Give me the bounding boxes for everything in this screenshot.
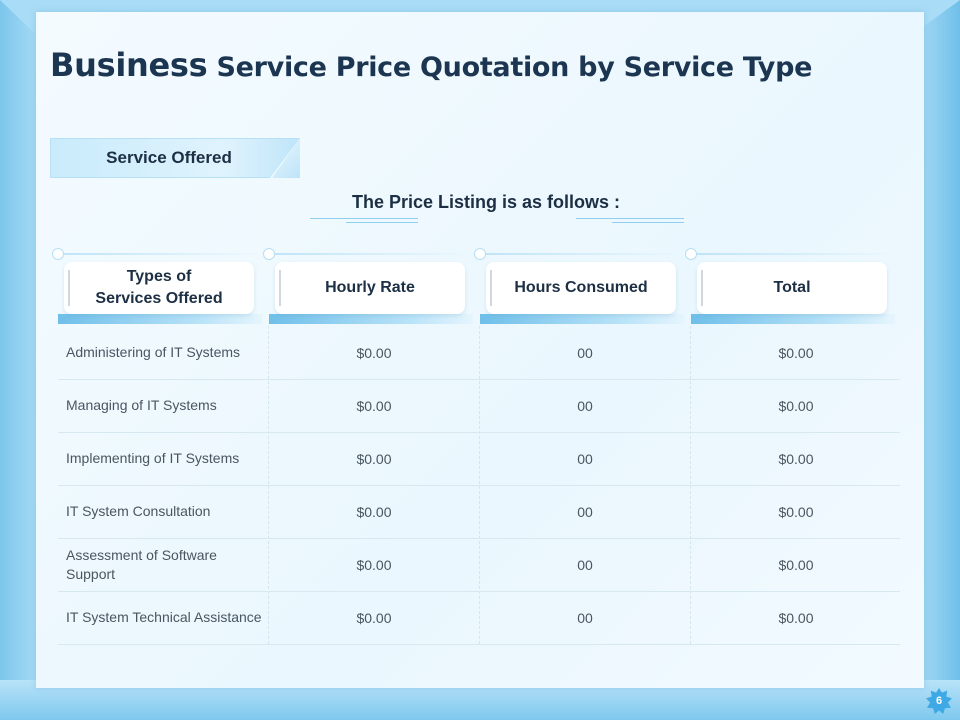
header-dot-icon [52,248,64,260]
table-row: Administering of IT Systems $0.00 00 $0.… [58,326,900,380]
table-row: IT System Consultation $0.00 00 $0.00 [58,485,900,539]
header-types-label: Types of Services Offered [64,262,254,314]
header-accent-bar [691,314,895,324]
service-name-cell: IT System Consultation [66,503,211,519]
service-name-cell: Assessment of Software Support [66,546,217,582]
hourly-rate-cell: $0.00 [356,503,392,520]
header-accent-bar [480,314,684,324]
hours-consumed-cell: 00 [577,609,593,626]
table-header-types: Types of Services Offered [52,248,264,324]
header-top-line [60,253,264,255]
header-hourly-rate-label: Hourly Rate [275,262,465,314]
hours-consumed-cell: 00 [577,556,593,573]
table-header-hours-consumed: Hours Consumed [474,248,686,324]
page-number: 6 [935,695,943,707]
header-types-text: Types of Services Offered [95,268,223,307]
total-cell: $0.00 [778,344,814,361]
hourly-rate-cell: $0.00 [356,450,392,467]
table-row: IT System Technical Assistance $0.00 00 … [58,591,900,645]
title-first-word: Business [50,46,208,84]
hourly-rate-cell: $0.00 [356,344,392,361]
hours-consumed-cell: 00 [577,344,593,361]
total-cell: $0.00 [778,397,814,414]
subtitle-underline-right [576,218,684,219]
slide-canvas: Business Service Price Quotation by Serv… [36,12,924,688]
hours-consumed-cell: 00 [577,503,593,520]
header-total-label: Total [697,262,887,314]
total-cell: $0.00 [778,609,814,626]
hours-consumed-cell: 00 [577,397,593,414]
header-accent-bar [269,314,473,324]
hourly-rate-cell: $0.00 [356,397,392,414]
header-dot-icon [685,248,697,260]
header-top-line [693,253,897,255]
header-top-line [482,253,686,255]
table-row: Assessment of Software Support $0.00 00 … [58,538,900,592]
service-name-cell: Implementing of IT Systems [66,450,240,466]
table-header-hourly-rate: Hourly Rate [263,248,475,324]
price-listing-subtitle: The Price Listing is as follows : [351,192,621,212]
total-cell: $0.00 [778,556,814,573]
hourly-rate-cell: $0.00 [356,556,392,573]
header-dot-icon [263,248,275,260]
header-dot-icon [474,248,486,260]
header-accent-bar [58,314,262,324]
table-header-total: Total [685,248,897,324]
title-rest: Service Price Quotation by Service Type [207,52,813,83]
total-cell: $0.00 [778,503,814,520]
header-hours-consumed-label: Hours Consumed [486,262,676,314]
service-offered-tag: Service Offered [50,138,300,178]
subtitle-underline-right-2 [612,222,684,223]
service-name-cell: Administering of IT Systems [66,344,241,360]
header-top-line [271,253,475,255]
subtitle-underline-left [310,218,418,219]
total-cell: $0.00 [778,450,814,467]
table-row: Implementing of IT Systems $0.00 00 $0.0… [58,432,900,486]
service-name-cell: IT System Technical Assistance [66,609,262,625]
service-name-cell: Managing of IT Systems [66,397,217,413]
hours-consumed-cell: 00 [577,450,593,467]
table-row: Managing of IT Systems $0.00 00 $0.00 [58,379,900,433]
hourly-rate-cell: $0.00 [356,609,392,626]
subtitle-underline-left-2 [346,222,418,223]
page-title: Business Service Price Quotation by Serv… [50,46,812,84]
service-offered-label: Service Offered [106,148,232,167]
